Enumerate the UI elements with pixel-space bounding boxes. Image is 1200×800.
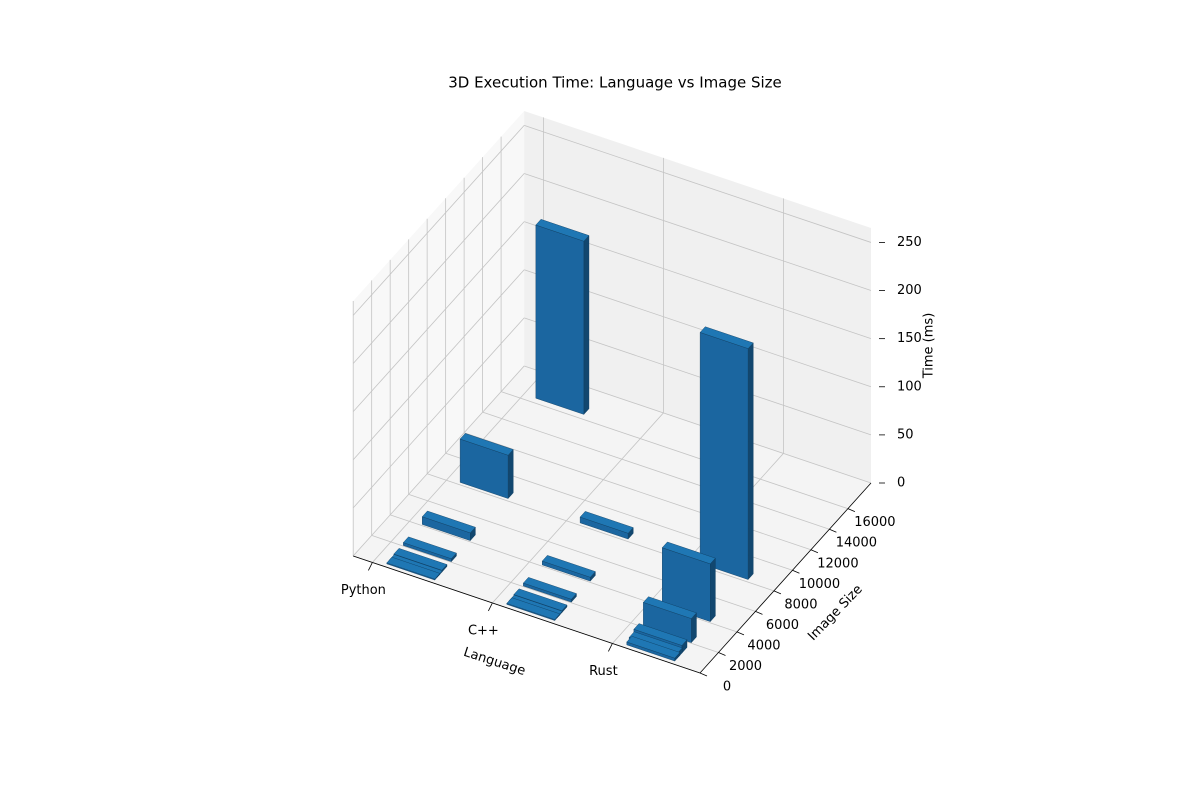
- y-tick-label: 2000: [729, 659, 762, 674]
- bar-top: [513, 588, 568, 611]
- y-tick-label: 4000: [747, 638, 780, 653]
- bar-top: [626, 636, 681, 659]
- z-tick-label: 0: [897, 476, 905, 491]
- x-tick: [488, 602, 493, 612]
- z-tick-label: 50: [897, 427, 914, 442]
- y-tick-label: 14000: [836, 536, 877, 551]
- y-tick: [792, 569, 800, 574]
- bar-top: [522, 577, 577, 600]
- bar-top: [421, 510, 476, 534]
- y-tick: [736, 631, 745, 636]
- z-tick-label: 200: [897, 283, 922, 298]
- bar-top: [579, 511, 634, 534]
- x-tick: [608, 643, 613, 652]
- grid-line: [352, 173, 525, 364]
- bar-side: [747, 342, 754, 581]
- y-tick: [810, 549, 819, 554]
- grid-line: [427, 473, 775, 592]
- z-tick-label: 150: [897, 331, 922, 346]
- grid-line: [524, 173, 872, 291]
- y-tick: [699, 672, 708, 677]
- y-tick-label: 6000: [766, 618, 799, 633]
- left-pane: [353, 110, 525, 556]
- bar-top: [393, 548, 448, 571]
- y-tick-label: 10000: [799, 577, 840, 592]
- bar-side: [583, 234, 590, 415]
- bar-top: [642, 596, 697, 619]
- x-tick-label: C++: [468, 623, 499, 638]
- y-tick-label: 0: [723, 680, 731, 695]
- x-axis-label: Language: [462, 645, 528, 679]
- bar-top: [506, 597, 561, 620]
- bar-top: [535, 219, 590, 242]
- y-tick-label: 12000: [817, 556, 858, 571]
- x-tick: [368, 562, 373, 571]
- bar-top: [661, 541, 716, 565]
- grid-line: [352, 269, 525, 460]
- grid-line: [500, 391, 849, 510]
- y-tick: [773, 590, 782, 595]
- bar-front: [535, 224, 585, 415]
- grid-line: [524, 125, 872, 243]
- x-tick-label: Rust: [589, 664, 618, 679]
- x-tick-label: Python: [341, 583, 386, 598]
- bar-side: [507, 449, 514, 500]
- grid-line: [492, 412, 664, 604]
- y-tick: [847, 508, 856, 513]
- bar-side: [710, 557, 716, 623]
- x-axis: [353, 555, 701, 674]
- grid-line: [482, 411, 830, 530]
- grid-line: [352, 365, 525, 557]
- y-tick-label: 8000: [784, 597, 817, 612]
- y-tick: [718, 652, 726, 656]
- bar-top: [633, 623, 688, 646]
- z-tick-label: 250: [897, 235, 922, 250]
- bar-top: [459, 433, 514, 456]
- z-tick-label: 100: [897, 379, 922, 394]
- grid-line: [612, 453, 784, 644]
- bar-top: [402, 536, 457, 559]
- back-pane: [524, 110, 871, 483]
- bar-top: [386, 556, 441, 580]
- chart-title: 3D Execution Time: Language vs Image Siz…: [448, 74, 782, 92]
- grid-line: [352, 125, 525, 316]
- bar-top: [699, 326, 754, 349]
- grid-line: [372, 372, 544, 563]
- y-tick-label: 16000: [854, 515, 895, 530]
- y-tick: [755, 611, 763, 615]
- z-axis-label: Time (ms): [922, 313, 937, 380]
- y-axis: [699, 482, 872, 674]
- grid-line: [352, 221, 525, 412]
- y-tick: [829, 528, 837, 533]
- grid-line: [352, 317, 525, 509]
- bar-top: [541, 555, 596, 578]
- bar-front: [699, 332, 749, 580]
